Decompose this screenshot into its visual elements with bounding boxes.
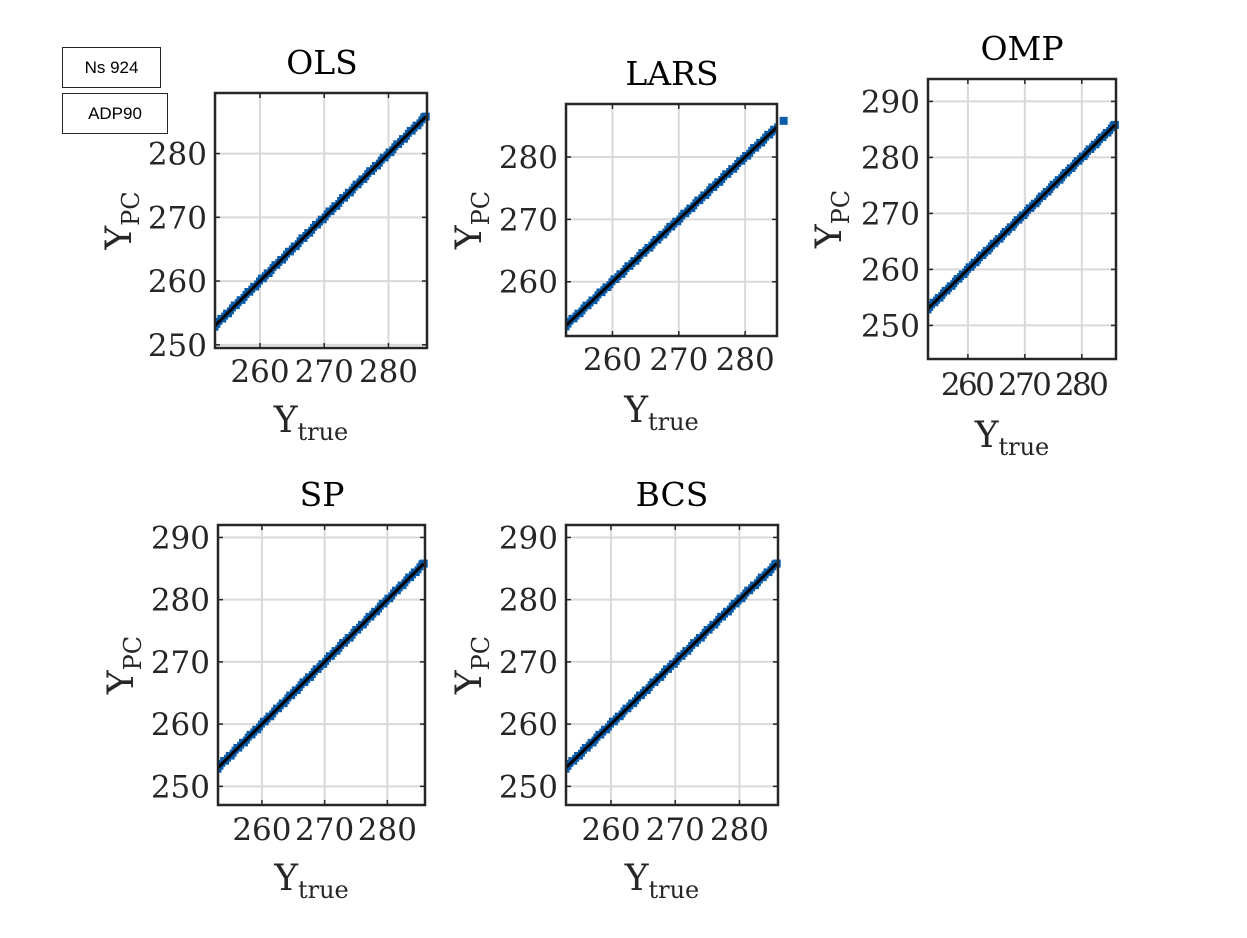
x-axis-label: Ytrue: [623, 390, 699, 436]
x-tick-label: 260: [232, 812, 291, 848]
x-tick-label: 280: [710, 812, 769, 848]
y-tick-label: 260: [151, 707, 210, 743]
y-tick-label: 290: [151, 520, 210, 556]
x-axis-label: Ytrue: [624, 858, 700, 904]
y-tick-label: 290: [499, 520, 558, 556]
y-tick-label: 260: [861, 252, 920, 288]
y-tick-label: 270: [148, 200, 207, 236]
x-tick-label: 260: [230, 354, 289, 390]
annotation-adp-box: ADP90: [62, 93, 168, 134]
x-tick-label: 280: [716, 342, 775, 378]
y-tick-label: 270: [499, 645, 558, 681]
scatter-point: [779, 116, 788, 125]
y-axis-label: YPC: [449, 191, 495, 250]
y-axis-label: YPC: [99, 191, 145, 250]
fit-line: [218, 562, 425, 769]
y-tick-label: 280: [861, 140, 920, 176]
y-tick-label: 270: [151, 645, 210, 681]
subplot-title: OLS: [286, 43, 358, 82]
x-tick-label: 270: [295, 354, 354, 390]
y-tick-label: 250: [151, 769, 210, 805]
y-tick-label: 290: [861, 84, 920, 120]
y-tick-label: 280: [148, 137, 207, 173]
axes-frame: [216, 523, 427, 807]
x-axis-label: Ytrue: [273, 858, 349, 904]
x-tick-label: 260: [581, 812, 640, 848]
y-axis-label: YPC: [101, 636, 147, 695]
x-tick-label: 270: [649, 342, 708, 378]
x-tick-label: 280: [1055, 367, 1109, 403]
fit-line: [215, 115, 427, 327]
axes-frame: [213, 91, 429, 350]
y-tick-label: 260: [499, 707, 558, 743]
y-axis-label: YPC: [809, 190, 855, 249]
subplot-title: SP: [300, 475, 345, 514]
subplot-title: LARS: [625, 54, 718, 93]
fit-line: [928, 123, 1116, 310]
annotation-ns-box: Ns 924: [62, 47, 161, 88]
y-tick-label: 280: [499, 583, 558, 619]
y-tick-label: 260: [499, 265, 558, 301]
x-axis-label: Ytrue: [974, 415, 1050, 461]
x-tick-label: 260: [583, 342, 642, 378]
fit-line: [566, 125, 777, 327]
x-tick-label: 270: [295, 812, 354, 848]
y-tick-label: 270: [861, 196, 920, 232]
axes-frame: [564, 523, 780, 807]
y-tick-label: 250: [499, 769, 558, 805]
x-tick-label: 280: [358, 812, 417, 848]
y-tick-label: 250: [861, 308, 920, 344]
y-tick-label: 280: [151, 583, 210, 619]
x-tick-label: 270: [998, 367, 1052, 403]
y-tick-label: 280: [499, 140, 558, 176]
subplot-title: BCS: [636, 475, 709, 514]
subplot-title: OMP: [980, 29, 1063, 68]
fit-line: [566, 562, 778, 769]
x-axis-label: Ytrue: [273, 400, 349, 446]
x-tick-label: 270: [646, 812, 705, 848]
y-tick-label: 250: [148, 328, 207, 364]
x-tick-label: 260: [941, 367, 995, 403]
axes-frame: [926, 77, 1118, 361]
y-axis-label: YPC: [449, 636, 495, 695]
y-tick-label: 260: [148, 264, 207, 300]
x-tick-label: 280: [359, 354, 418, 390]
y-tick-label: 270: [499, 202, 558, 238]
